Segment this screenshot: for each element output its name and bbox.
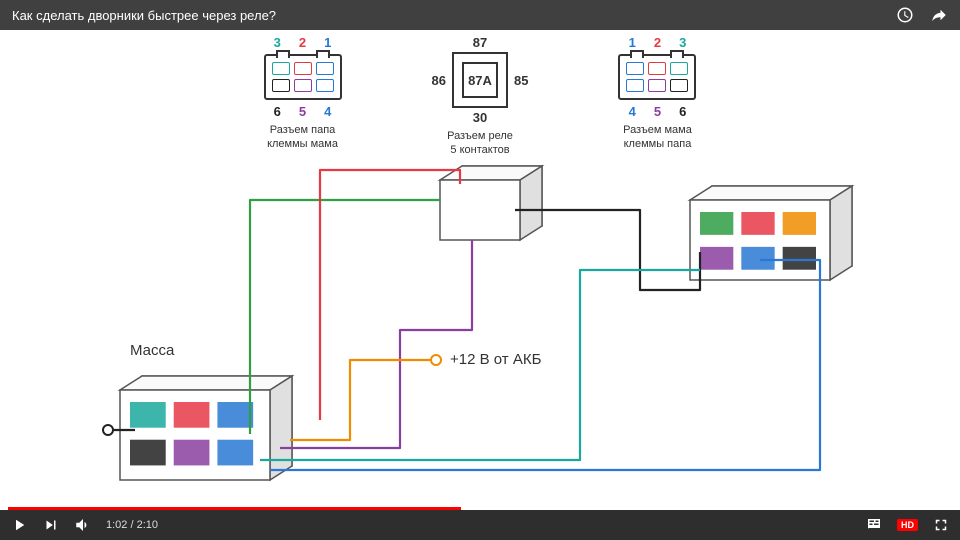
video-content: 3 2 1 6 5 4 Разъем папа клеммы мама 87 86 87…: [0, 30, 960, 508]
relay-outline: 87A: [452, 52, 508, 108]
pin: [316, 62, 334, 75]
terminal-circle: [431, 355, 441, 365]
pin: [316, 79, 334, 92]
fullscreen-icon[interactable]: [932, 516, 950, 534]
video-title-bar: Как сделать дворники быстрее через реле?: [0, 0, 960, 30]
next-icon[interactable]: [42, 516, 60, 534]
duration: 2:10: [137, 519, 158, 531]
relay-legend: 87 86 87A 85 30 Разъем реле 5 контактов: [432, 35, 529, 155]
connector-outline: [618, 54, 696, 100]
time-display: 1:02 / 2:10: [106, 519, 158, 531]
pin-label: 5: [654, 104, 661, 119]
pin-label: 1: [324, 35, 331, 50]
current-time: 1:02: [106, 519, 127, 531]
wiring-diagram: Масса +12 В от АКБ: [0, 160, 960, 510]
caption: 5 контактов: [432, 143, 529, 157]
pin: [648, 62, 666, 75]
pin: [670, 79, 688, 92]
ground-label: Масса: [130, 342, 175, 359]
relay-pin-87a: 87A: [468, 73, 492, 88]
power-label: +12 В от АКБ: [450, 351, 542, 368]
pin: [626, 79, 644, 92]
pin-label: 2: [299, 35, 306, 50]
relay-pin-86: 86: [432, 73, 446, 88]
pin-label: 1: [629, 35, 636, 50]
pin: [648, 79, 666, 92]
caption: Разъем реле: [432, 129, 529, 143]
connector-legend-row: 3 2 1 6 5 4 Разъем папа клеммы мама 87 86 87…: [0, 35, 960, 155]
relay-3d: [440, 166, 542, 240]
wire: [290, 360, 430, 440]
terminal-circle: [103, 425, 113, 435]
relay-pin-85: 85: [514, 73, 528, 88]
pin: [626, 62, 644, 75]
pin: [294, 79, 312, 92]
left-connector-3d: [120, 376, 292, 480]
wire: [280, 240, 472, 448]
volume-icon[interactable]: [74, 516, 92, 534]
pin-label: 4: [629, 104, 636, 119]
pin-label: 2: [654, 35, 661, 50]
pin-label: 3: [679, 35, 686, 50]
player-controls: 1:02 / 2:10 HD: [0, 510, 960, 540]
right-connector-3d: [690, 186, 852, 280]
caption: Разъем мама: [618, 123, 696, 137]
relay-pin-30: 30: [432, 110, 529, 125]
connector-outline: [264, 54, 342, 100]
caption: Разъем папа: [264, 123, 342, 137]
play-icon[interactable]: [10, 516, 28, 534]
pin: [272, 79, 290, 92]
pin-label: 6: [274, 104, 281, 119]
wire: [270, 260, 820, 470]
pin-label: 4: [324, 104, 331, 119]
pin-label: 5: [299, 104, 306, 119]
relay-pin-87: 87: [432, 35, 529, 50]
right-connector-legend: 1 2 3 4 5 6 Разъем мама клеммы папа: [618, 35, 696, 155]
hd-badge[interactable]: HD: [897, 519, 918, 531]
pin-label: 6: [679, 104, 686, 119]
video-title: Как сделать дворники быстрее через реле?: [12, 8, 276, 23]
pin: [670, 62, 688, 75]
share-icon[interactable]: [930, 6, 948, 24]
pin: [294, 62, 312, 75]
pin-label: 3: [274, 35, 281, 50]
caption: клеммы мама: [264, 137, 342, 151]
caption: клеммы папа: [618, 137, 696, 151]
wire: [320, 170, 460, 420]
left-connector-legend: 3 2 1 6 5 4 Разъем папа клеммы мама: [264, 35, 342, 155]
pin: [272, 62, 290, 75]
subtitles-icon[interactable]: [865, 516, 883, 534]
watch-later-icon[interactable]: [896, 6, 914, 24]
